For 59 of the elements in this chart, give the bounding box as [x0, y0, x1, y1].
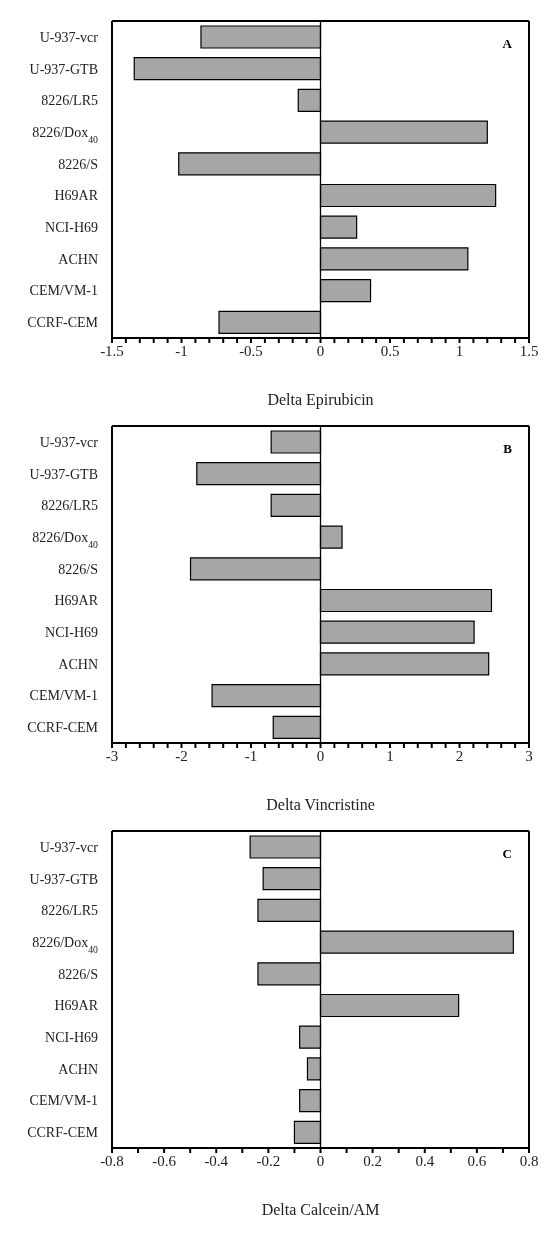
y-tick-label: U-937-GTB	[29, 871, 98, 887]
annotation: A	[502, 36, 512, 52]
x-tick-label: 1.5	[519, 342, 539, 359]
x-tick-label: -1.5	[100, 342, 124, 359]
x-tick-label: 0.8	[519, 1152, 539, 1169]
y-tick-label: ACHN	[58, 251, 98, 267]
y-tick-label: CEM/VM-1	[29, 688, 98, 704]
x-tick-label: 0	[316, 1152, 325, 1169]
y-tick-label: 8226/Dox$_{40}$	[32, 529, 99, 550]
y-tick-label: 8226/S	[58, 966, 98, 982]
x-tick-label: -3	[105, 747, 119, 764]
y-tick-label: 8226/S	[58, 156, 98, 172]
y-tick-label: 8226/Dox$_{40}$	[32, 124, 99, 145]
y-tick-label: CCRF-CEM	[27, 720, 99, 736]
x-axis-title: Delta Vincristine	[266, 796, 375, 813]
x-tick-label: 0.4	[415, 1152, 435, 1169]
x-tick-label: 1	[455, 342, 464, 359]
x-axis-title: Delta Epirubicin	[267, 391, 374, 409]
y-tick-label: CEM/VM-1	[29, 283, 98, 299]
x-tick-label: 0.5	[380, 342, 400, 359]
y-tick-label: 8226/S	[58, 561, 98, 577]
annotation: C	[502, 846, 512, 862]
x-tick-label: 1	[386, 747, 394, 764]
y-tick-label: CCRF-CEM	[27, 315, 99, 331]
y-tick-label: 8226/LR5	[41, 93, 98, 109]
x-tick-label: -1	[175, 342, 188, 359]
y-tick-label: U-937-GTB	[29, 61, 98, 77]
x-tick-label: 0.2	[363, 1152, 382, 1169]
y-tick-label: ACHN	[58, 656, 98, 672]
x-tick-label: -0.4	[204, 1152, 229, 1169]
x-tick-label: 0	[316, 747, 325, 764]
y-tick-label: ACHN	[58, 1061, 98, 1077]
x-tick-label: -0.5	[239, 342, 263, 359]
y-tick-label: U-937-GTB	[29, 466, 98, 482]
y-tick-label: NCI-H69	[45, 1030, 98, 1046]
x-tick-label: -0.2	[256, 1152, 281, 1169]
y-tick-label: 8226/Dox$_{40}$	[32, 934, 99, 955]
y-tick-label: U-937-vcr	[39, 29, 99, 45]
y-tick-label: H69AR	[54, 593, 99, 609]
y-tick-label: CCRF-CEM	[27, 1125, 99, 1141]
x-tick-label: -0.8	[100, 1152, 124, 1169]
x-tick-label: -1	[244, 747, 258, 764]
y-tick-label: H69AR	[54, 188, 99, 204]
y-tick-label: U-937-vcr	[39, 434, 99, 450]
annotation: B	[503, 441, 512, 457]
y-tick-label: NCI-H69	[45, 220, 98, 236]
x-tick-label: 2	[455, 747, 464, 764]
x-tick-label: -2	[175, 747, 188, 764]
y-tick-label: CEM/VM-1	[29, 1093, 98, 1109]
x-axis-title: Delta Calcein/AM	[261, 1201, 380, 1218]
x-tick-label: 0.6	[467, 1152, 487, 1169]
x-tick-label: -0.6	[152, 1152, 177, 1169]
y-tick-label: H69AR	[54, 998, 99, 1014]
y-tick-label: NCI-H69	[45, 625, 98, 641]
x-tick-label: 0	[316, 342, 325, 359]
x-tick-label: 3	[525, 747, 533, 764]
y-tick-label: U-937-vcr	[39, 839, 99, 855]
y-tick-label: 8226/LR5	[41, 498, 98, 514]
y-tick-label: 8226/LR5	[41, 903, 98, 919]
